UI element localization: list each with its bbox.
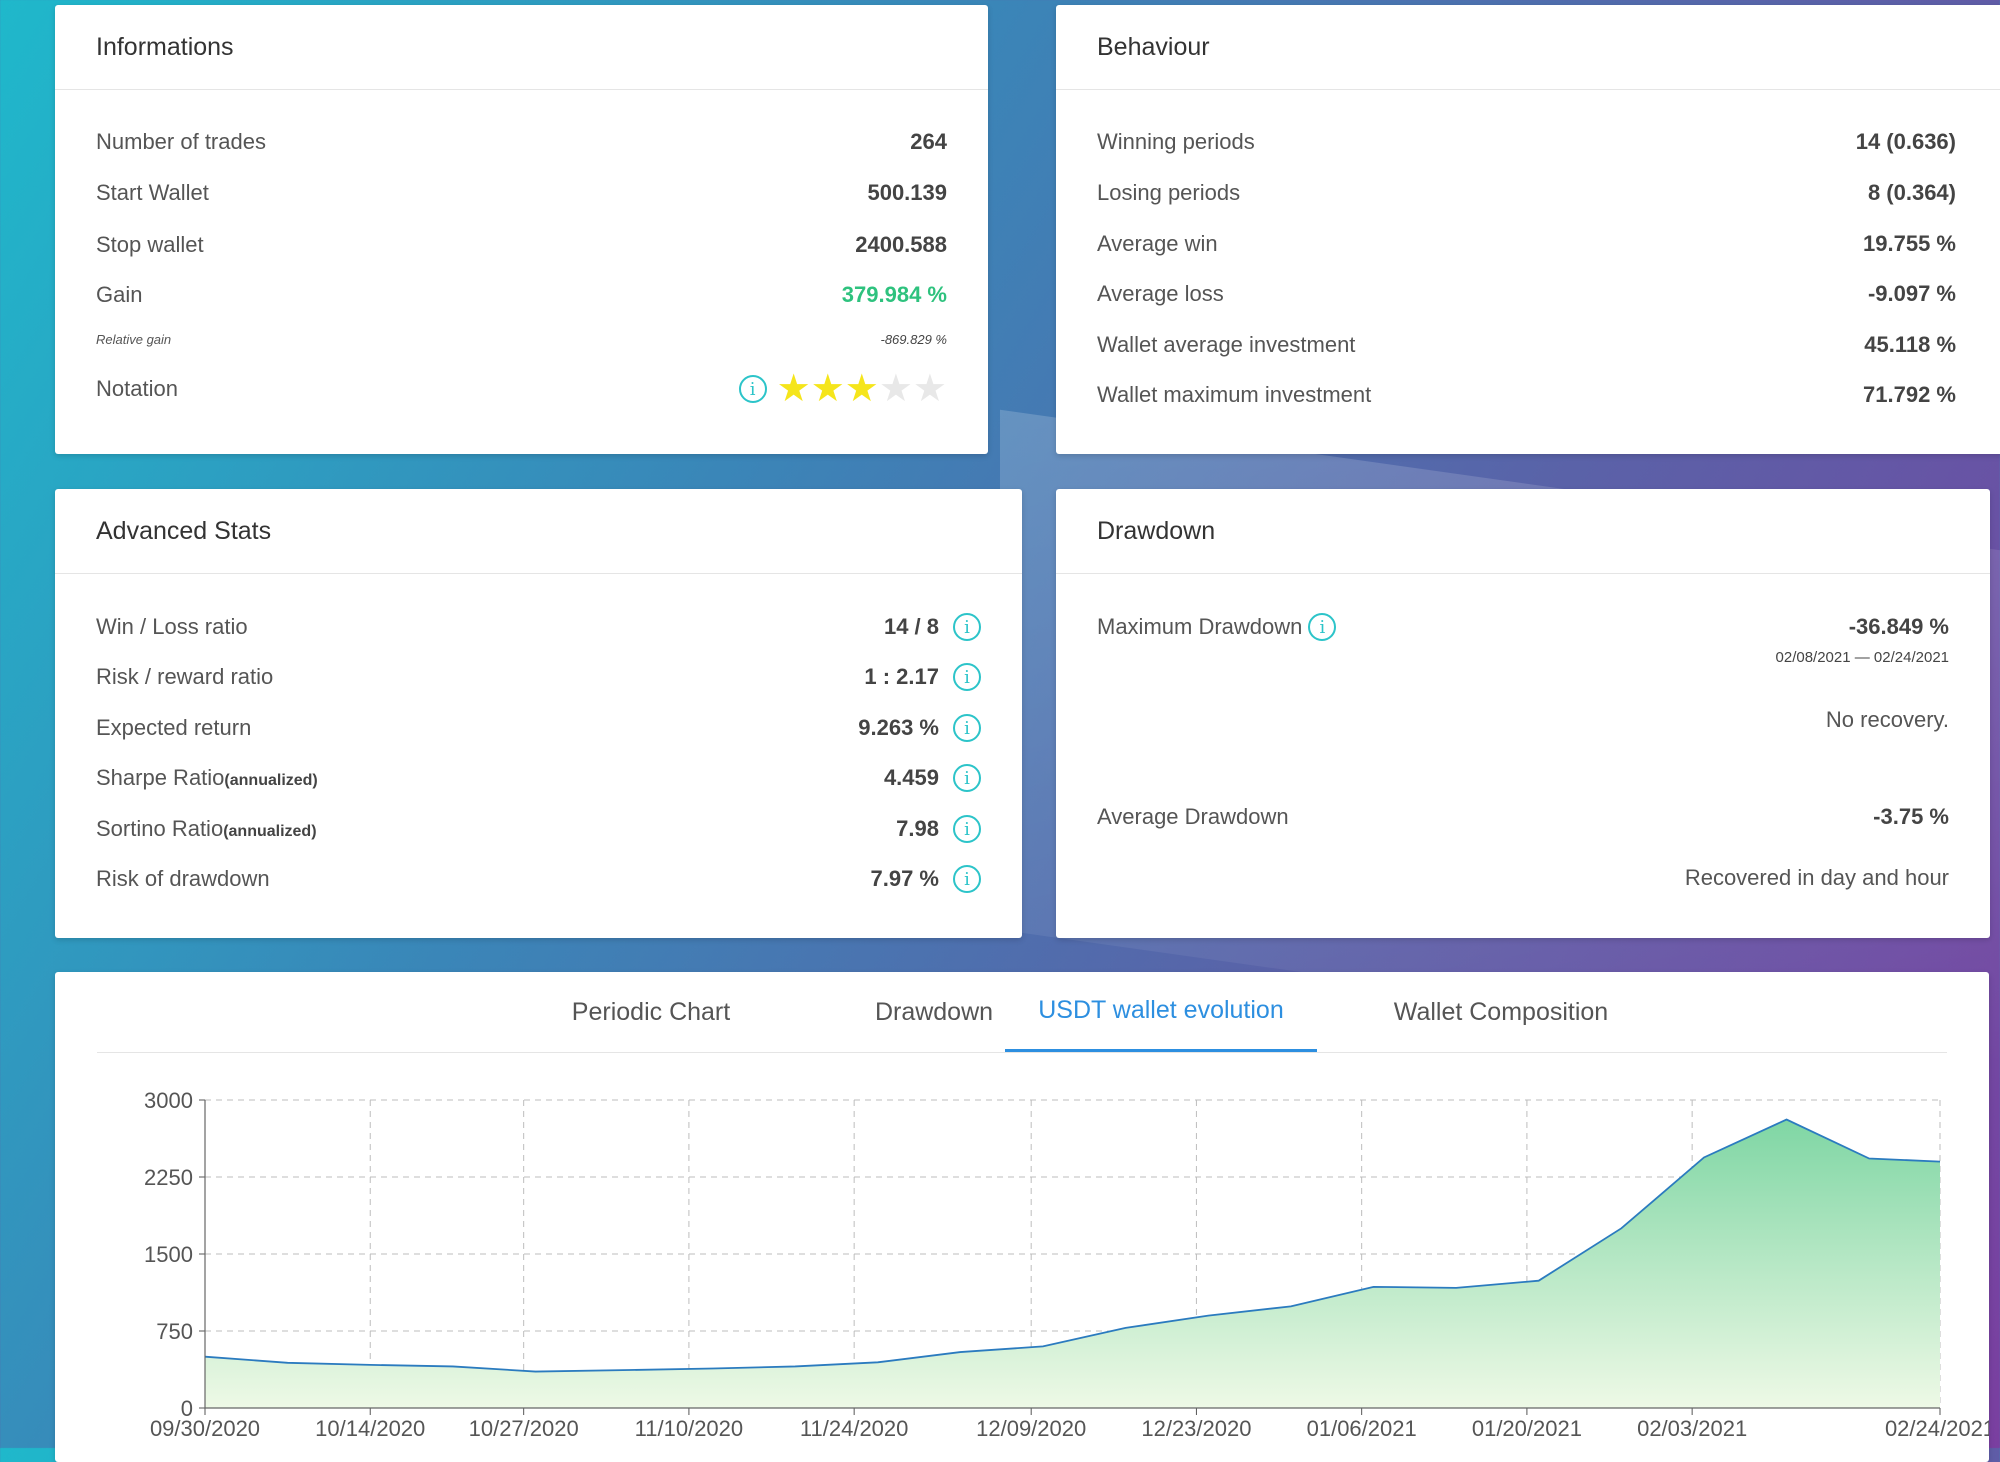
info-row-stop-wallet: Stop wallet 2400.588 [96, 232, 947, 258]
info-icon[interactable]: i [1308, 613, 1336, 641]
x-tick-label: 02/24/2021 [1885, 1416, 1989, 1441]
x-tick-label: 11/24/2020 [800, 1416, 908, 1441]
drawdown-title: Drawdown [1056, 489, 1990, 574]
y-tick-label: 750 [156, 1319, 193, 1344]
drawdown-avg-row: Average Drawdown -3.75 % [1097, 804, 1949, 830]
behaviour-row-winning: Winning periods 14 (0.636) [1097, 129, 1956, 155]
info-icon[interactable]: i [953, 714, 981, 742]
area-fill [205, 1120, 1940, 1408]
behaviour-row-avg-loss: Average loss -9.097 % [1097, 281, 1956, 307]
gain-value: 379.984 % [842, 282, 947, 308]
x-tick-label: 09/30/2020 [150, 1416, 260, 1441]
drawdown-max-row: Maximum Drawdown i -36.849 % [1097, 613, 1949, 641]
info-row-notation: Notation i ★★★★★ [96, 370, 947, 408]
advanced-stats-title: Advanced Stats [55, 489, 1022, 574]
x-tick-label: 12/09/2020 [976, 1416, 1086, 1441]
rating-stars: i ★★★★★ [739, 370, 947, 408]
behaviour-title: Behaviour [1056, 5, 2000, 90]
drawdown-max-recovery: No recovery. [1097, 707, 1949, 733]
y-tick-label: 3000 [144, 1088, 193, 1113]
x-tick-label: 10/14/2020 [315, 1416, 425, 1441]
behaviour-row-losing: Losing periods 8 (0.364) [1097, 180, 1956, 206]
x-tick-label: 02/03/2021 [1637, 1416, 1747, 1441]
informations-card: Informations Number of trades 264 Start … [55, 5, 988, 454]
info-row-trades: Number of trades 264 [96, 129, 947, 155]
info-row-start-wallet: Start Wallet 500.139 [96, 180, 947, 206]
star-filled-icon: ★ [777, 368, 811, 410]
x-tick-label: 11/10/2020 [635, 1416, 743, 1441]
informations-title: Informations [55, 5, 988, 90]
info-icon[interactable]: i [953, 865, 981, 893]
behaviour-row-max-investment: Wallet maximum investment 71.792 % [1097, 382, 1956, 408]
y-tick-label: 1500 [144, 1242, 193, 1267]
info-icon[interactable]: i [953, 815, 981, 843]
x-tick-label: 12/23/2020 [1141, 1416, 1251, 1441]
star-rating: ★★★★★ [777, 370, 947, 408]
x-tick-label: 10/27/2020 [469, 1416, 579, 1441]
behaviour-row-avg-investment: Wallet average investment 45.118 % [1097, 332, 1956, 358]
star-filled-icon: ★ [845, 368, 879, 410]
drawdown-card: Drawdown Maximum Drawdown i -36.849 % 02… [1056, 489, 1990, 938]
drawdown-avg-recovery: Recovered in day and hour [1097, 865, 1949, 891]
x-tick-label: 01/06/2021 [1307, 1416, 1417, 1441]
info-icon[interactable]: i [953, 663, 981, 691]
info-row-gain: Gain 379.984 % [96, 282, 947, 308]
star-empty-icon: ★ [879, 368, 913, 410]
info-icon[interactable]: i [953, 613, 981, 641]
behaviour-card: Behaviour Winning periods 14 (0.636) Los… [1056, 5, 2000, 454]
star-filled-icon: ★ [811, 368, 845, 410]
x-tick-label: 01/20/2021 [1472, 1416, 1582, 1441]
info-icon[interactable]: i [953, 764, 981, 792]
behaviour-row-avg-win: Average win 19.755 % [1097, 231, 1956, 257]
drawdown-max-dates: 02/08/2021 — 02/24/2021 [1097, 649, 1949, 666]
y-tick-label: 2250 [144, 1165, 193, 1190]
chart-card: Periodic Chart Drawdown USDT wallet evol… [55, 972, 1989, 1462]
info-row-relative-gain: Relative gain -869.829 % [96, 332, 947, 347]
star-empty-icon: ★ [913, 368, 947, 410]
info-icon[interactable]: i [739, 375, 767, 403]
